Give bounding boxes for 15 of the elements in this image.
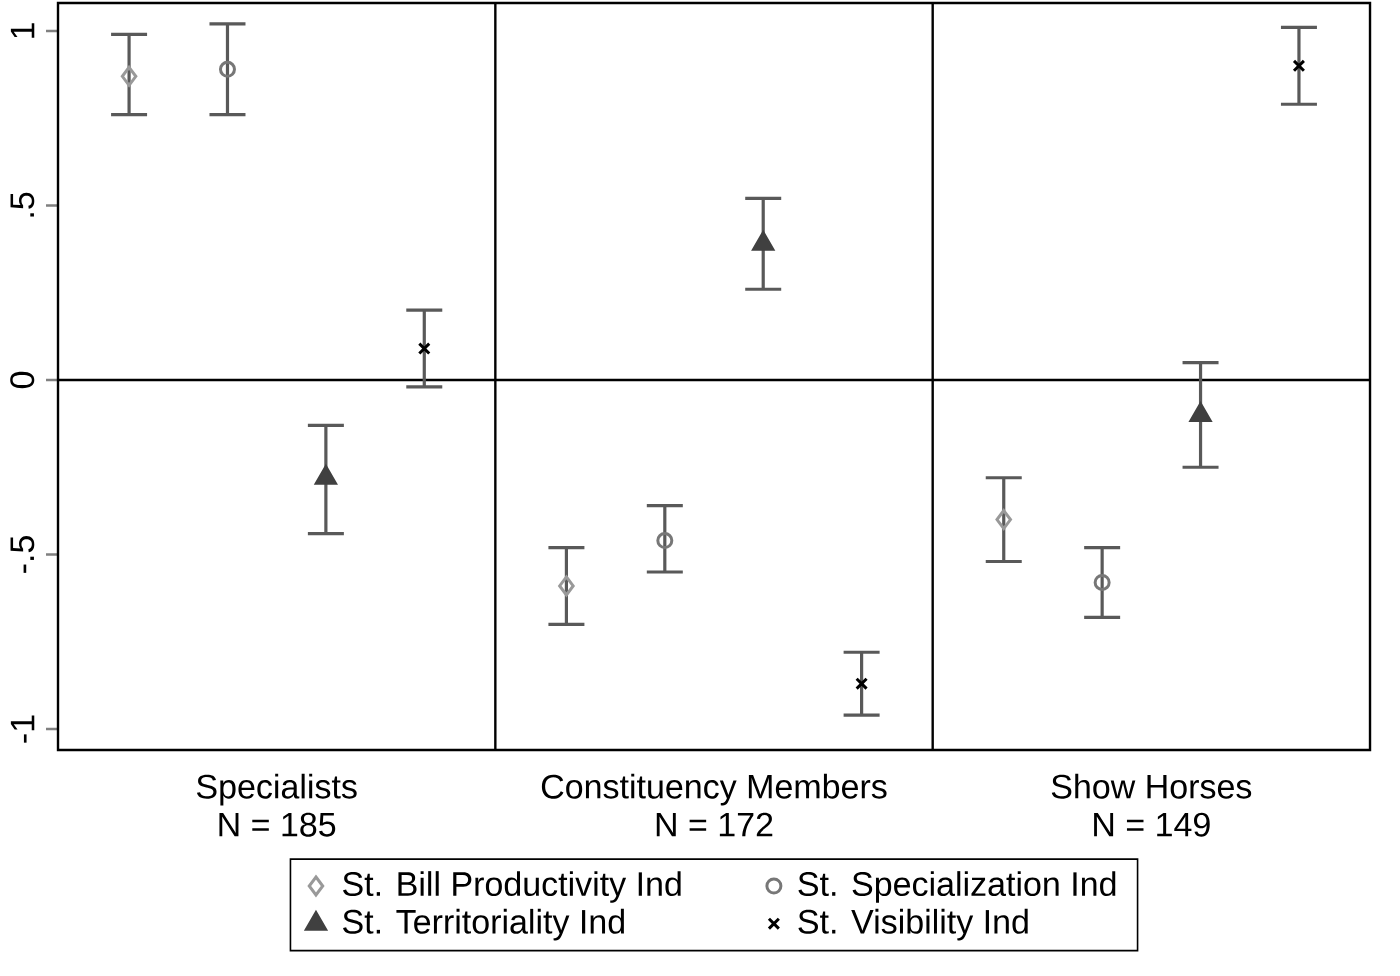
text: N = 149 xyxy=(1094,812,1210,837)
legend-label: St. Territoriality Ind xyxy=(343,908,624,941)
legend-label: St. Specialization Ind xyxy=(798,871,1116,903)
y-tick-label: 0 xyxy=(10,371,35,389)
y-tick-label: -1 xyxy=(10,715,35,743)
text: N = 185 xyxy=(219,812,336,837)
text: N = 172 xyxy=(656,812,773,837)
x-tick-label: Constituency Members xyxy=(541,773,887,806)
y-tick-label: -.5 xyxy=(10,536,35,573)
y-tick-label: .5 xyxy=(10,192,35,217)
legend-label: St. Bill Productivity Ind xyxy=(343,871,681,903)
y-tick-label: 1 xyxy=(10,23,35,38)
legend-label: St. Visibility Ind xyxy=(798,908,1028,941)
x-tick-label: Specialists xyxy=(196,773,357,806)
x-tick-label: Show Horses xyxy=(1051,773,1252,799)
